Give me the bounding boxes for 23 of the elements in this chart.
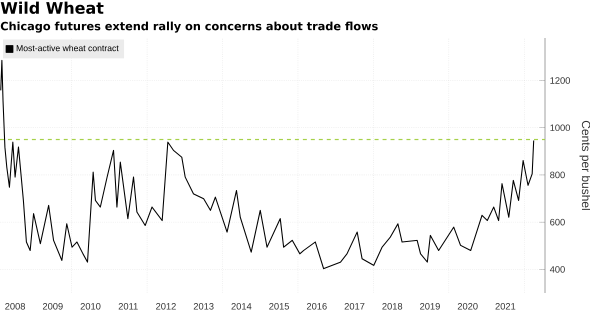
- x-tick-label: 2016: [306, 303, 327, 310]
- y-tick-label: 600: [550, 218, 565, 226]
- y-tick-label: 1000: [550, 124, 570, 132]
- x-tick-label: 2017: [344, 303, 364, 310]
- chart-subtitle: Chicago futures extend rally on concerns about trade flows: [0, 22, 378, 33]
- x-tick-label: 2015: [269, 303, 290, 310]
- y-tick-label: 800: [550, 172, 565, 178]
- x-tick-label: 2021: [496, 303, 516, 310]
- x-tick-label: 2010: [80, 303, 100, 310]
- x-tick-label: 2014: [232, 303, 252, 310]
- chart-title: Wild Wheat: [0, 2, 104, 14]
- y-tick-label: 1200: [550, 77, 570, 84]
- x-tick-label: 2009: [42, 303, 63, 310]
- x-tick-label: 2019: [420, 303, 440, 310]
- x-tick-label: 2013: [194, 303, 214, 310]
- x-tick-label: 2020: [458, 303, 478, 310]
- line-series: [0, 60, 534, 270]
- x-tick-label: 2008: [5, 303, 26, 310]
- x-tick-label: 2018: [382, 303, 402, 310]
- x-tick-label: 2011: [118, 303, 138, 310]
- y-tick-label: 400: [550, 266, 565, 273]
- x-tick-label: 2012: [156, 303, 176, 310]
- legend-label: Most-active wheat contract: [16, 44, 119, 52]
